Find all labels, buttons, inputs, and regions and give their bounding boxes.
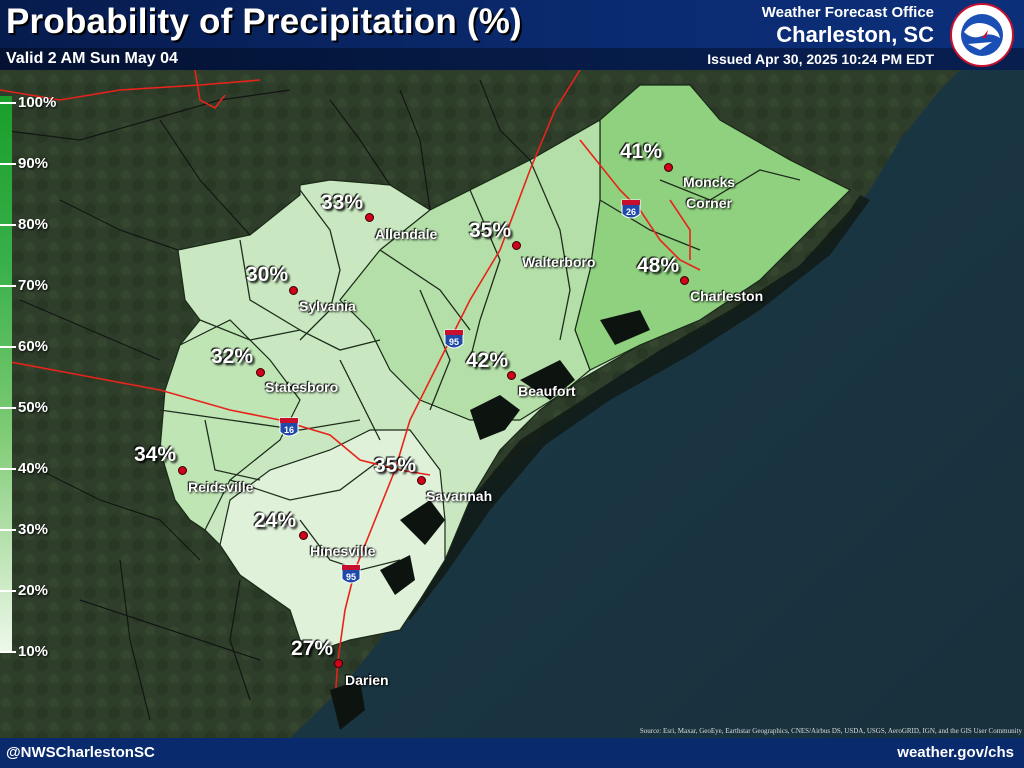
footer-bar: @NWSCharlestonSC weather.gov/chs (0, 738, 1024, 768)
interstate-95-shield-south: 95 (341, 564, 361, 584)
legend-tick (0, 651, 16, 653)
issued-time: Issued Apr 30, 2025 10:24 PM EDT (707, 51, 934, 67)
legend-tick (0, 590, 16, 592)
office-label: Weather Forecast Office (761, 4, 934, 21)
twitter-handle[interactable]: @NWSCharlestonSC (6, 744, 155, 761)
pop-value-beaufort: 42% (466, 349, 509, 372)
city-dot-walterboro (512, 241, 521, 250)
city-dot-beaufort (507, 371, 516, 380)
pop-value-reidsville: 34% (134, 443, 177, 466)
legend-label-100: 100% (18, 94, 57, 111)
city-label-statesboro: Statesboro (265, 379, 339, 395)
interstate-95-shield-north: 95 (444, 329, 464, 349)
pop-value-darien: 27% (291, 637, 334, 660)
map-area: 95 16 26 95 (0, 69, 1024, 738)
city-dot-sylvania (289, 286, 298, 295)
interstate-16-label: 16 (284, 425, 294, 435)
city-dot-reidsville (178, 466, 187, 475)
legend-label-90: 90% (18, 155, 49, 172)
office-name: Weather Forecast Office Charleston, SC (762, 4, 934, 48)
city-label-sylvania: Sylvania (299, 298, 356, 314)
legend-label-50: 50% (18, 399, 49, 416)
pop-value-allendale: 33% (321, 191, 364, 214)
legend-label-30: 30% (18, 521, 49, 538)
pop-value-savannah: 35% (374, 454, 417, 477)
city-dot-statesboro (256, 368, 265, 377)
city-dot-allendale (365, 213, 374, 222)
legend-tick (0, 224, 16, 226)
interstate-26-shield: 26 (621, 199, 641, 219)
city-label-walterboro: Walterboro (522, 254, 596, 270)
city-dot-charleston (680, 276, 689, 285)
legend-tick (0, 163, 16, 165)
city-dot-hinesville (299, 531, 308, 540)
city-label-allendale: Allendale (375, 226, 438, 242)
website-link[interactable]: weather.gov/chs (897, 744, 1014, 761)
legend-tick (0, 468, 16, 470)
interstate-26-label: 26 (626, 207, 636, 217)
city-dot-darien (334, 659, 343, 668)
city-label-savannah: Savannah (426, 488, 493, 504)
legend-label-80: 80% (18, 216, 49, 233)
city-label-beaufort: Beaufort (518, 383, 576, 399)
city-label-darien: Darien (345, 672, 389, 688)
map-source-credit: Source: Esri, Maxar, GeoEye, Earthstar G… (639, 727, 1022, 735)
legend-label-10: 10% (18, 643, 49, 660)
legend-label-70: 70% (18, 277, 49, 294)
page-title: Probability of Precipitation (%) (6, 2, 522, 41)
valid-time-bar (0, 48, 1024, 70)
interstate-95-label: 95 (449, 337, 459, 347)
valid-time: Valid 2 AM Sun May 04 (6, 50, 178, 67)
legend-color-bar (0, 96, 12, 652)
legend-label-40: 40% (18, 460, 49, 477)
coastal-marsh (330, 310, 650, 730)
office-location: Charleston, SC (776, 22, 934, 47)
map-svg: 95 16 26 95 (0, 69, 1024, 738)
interstate-16-shield: 16 (279, 417, 299, 437)
coast-shadow (395, 195, 870, 620)
city-dot-moncks-corner (664, 163, 673, 172)
legend-tick (0, 407, 16, 409)
pop-value-moncks-corner: 41% (620, 140, 663, 163)
legend-tick (0, 102, 16, 104)
pop-value-hinesville: 24% (254, 509, 297, 532)
header-bar: Probability of Precipitation (%) Valid 2… (0, 0, 1024, 70)
pop-value-walterboro: 35% (469, 219, 512, 242)
legend-tick (0, 529, 16, 531)
pop-value-charleston: 48% (637, 254, 680, 277)
legend-tick (0, 285, 16, 287)
pop-value-statesboro: 32% (211, 345, 254, 368)
city-label-hinesville: Hinesville (310, 543, 376, 559)
legend-label-20: 20% (18, 582, 49, 599)
city-dot-savannah (417, 476, 426, 485)
interstate-95-label-south: 95 (346, 572, 356, 582)
nws-logo-icon (950, 3, 1014, 67)
city-label-charleston: Charleston (690, 288, 764, 304)
legend-tick (0, 346, 16, 348)
outer-county-lines (0, 79, 531, 721)
city-label-moncks-corner: Moncks Corner (682, 174, 736, 211)
city-label-reidsville: Reidsville (188, 479, 254, 495)
legend-label-60: 60% (18, 338, 49, 355)
pop-value-sylvania: 30% (246, 263, 289, 286)
